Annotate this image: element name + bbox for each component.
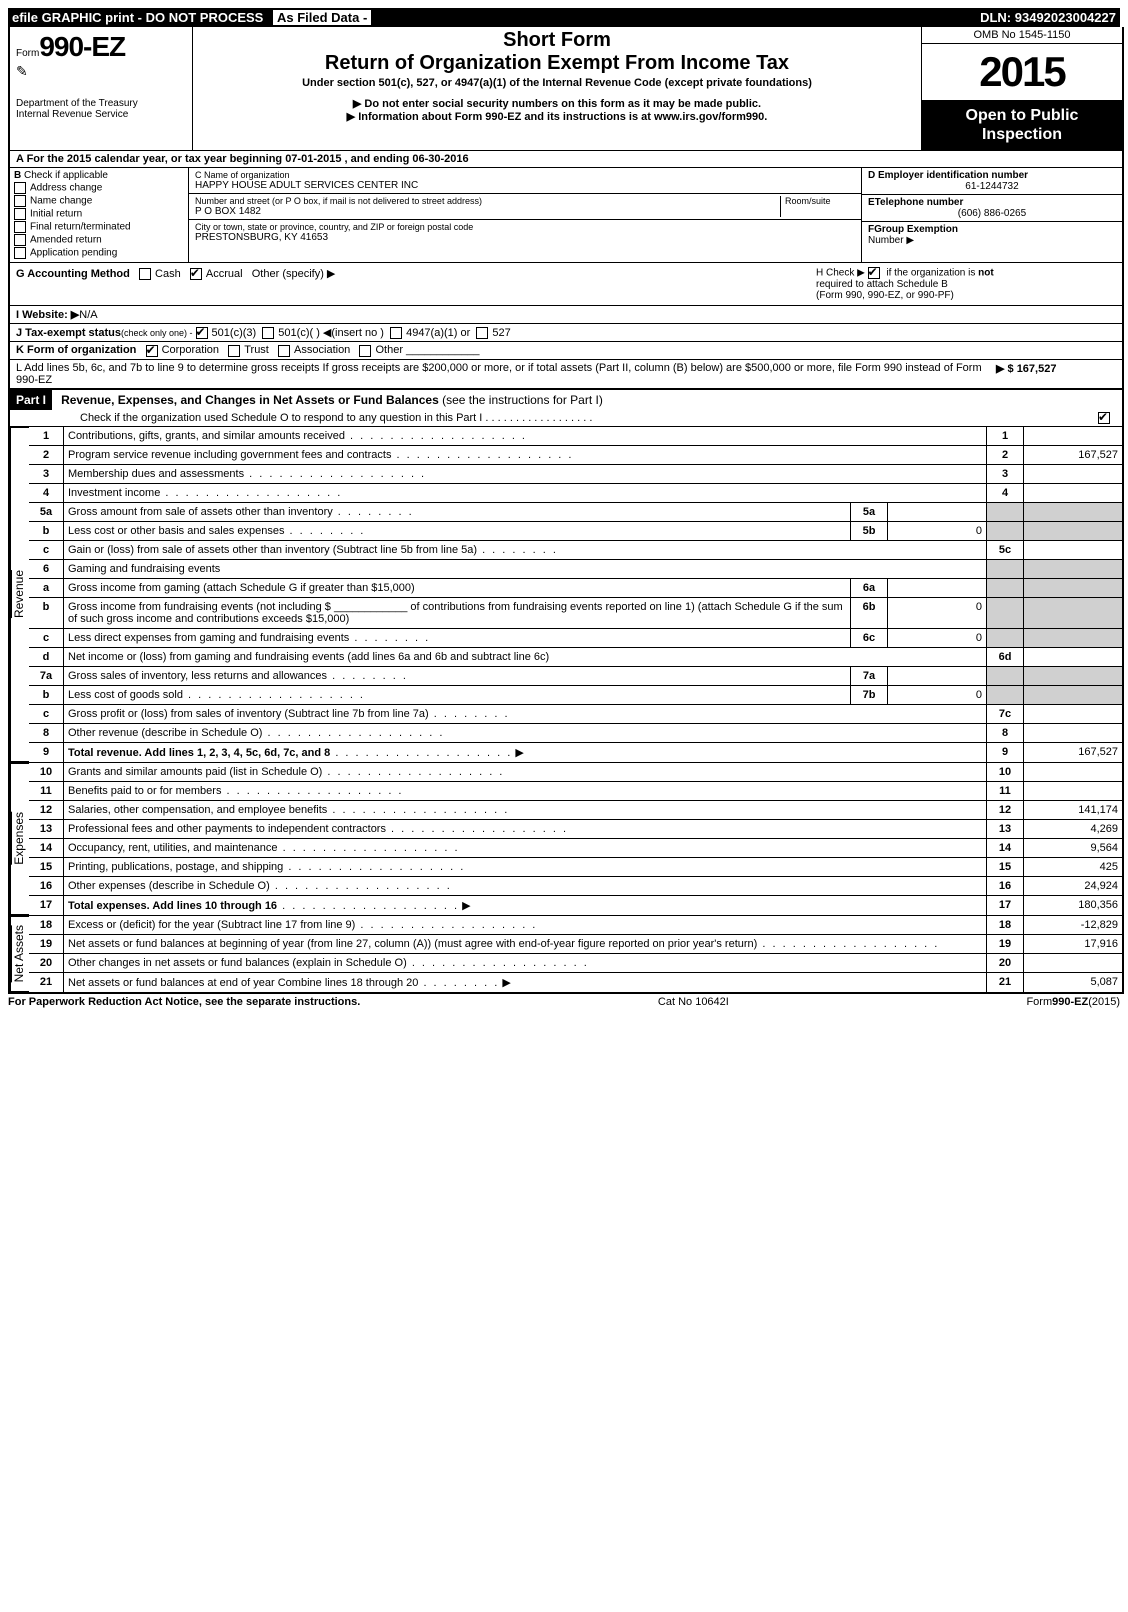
section-def: D Employer identification number 61-1244… — [861, 168, 1122, 262]
phone: (606) 886-0265 — [868, 208, 1116, 219]
header-mid: Short Form Return of Organization Exempt… — [193, 27, 921, 150]
header-right: OMB No 1545-1150 2015 Open to Public Ins… — [921, 27, 1122, 150]
section-bcdef: B Check if applicable Address change Nam… — [10, 167, 1122, 262]
section-k: K Form of organization Corporation Trust… — [10, 341, 1122, 358]
section-j: J Tax-exempt status(check only one) - 50… — [10, 323, 1122, 341]
part1-header: Part I Revenue, Expenses, and Changes in… — [10, 388, 1122, 426]
revenue-section: Revenue 1Contributions, gifts, grants, a… — [10, 426, 1122, 762]
checkbox-final-return[interactable] — [14, 221, 26, 233]
section-l: L Add lines 5b, 6c, and 7b to line 9 to … — [10, 359, 1122, 388]
tax-year: 2015 — [922, 44, 1122, 100]
dln: DLN: 93492023004227 — [980, 10, 1116, 25]
checkbox-501c[interactable] — [262, 327, 274, 339]
dln-value: 93492023004227 — [1015, 10, 1116, 25]
form-prefix: Form — [16, 48, 39, 59]
checkbox-trust[interactable] — [228, 345, 240, 357]
checkbox-address-change[interactable] — [14, 182, 26, 194]
checkbox-corp[interactable] — [146, 345, 158, 357]
section-g: G Accounting Method Cash Accrual Other (… — [16, 267, 335, 301]
irs-link[interactable]: www.irs.gov/form990 — [654, 111, 764, 123]
checkbox-name-change[interactable] — [14, 195, 26, 207]
checkbox-initial-return[interactable] — [14, 208, 26, 220]
return-title: Return of Organization Exempt From Incom… — [201, 52, 913, 75]
asfiled-label: As Filed Data - — [273, 10, 371, 25]
org-name: HAPPY HOUSE ADULT SERVICES CENTER INC — [195, 180, 855, 191]
expenses-section: Expenses 10Grants and similar amounts pa… — [10, 762, 1122, 915]
checkbox-4947[interactable] — [390, 327, 402, 339]
footer: For Paperwork Reduction Act Notice, see … — [8, 994, 1120, 1008]
arrow-line-1: ▶ Do not enter social security numbers o… — [201, 97, 913, 110]
section-b: B Check if applicable Address change Nam… — [10, 168, 189, 262]
form-number: 990-EZ — [39, 31, 125, 62]
checkbox-other-org[interactable] — [359, 345, 371, 357]
gross-receipts: ▶ $ 167,527 — [996, 362, 1116, 386]
checkbox-cash[interactable] — [139, 268, 151, 280]
efile-label: efile GRAPHIC print - DO NOT PROCESS — [12, 10, 263, 25]
revenue-grid: 1Contributions, gifts, grants, and simil… — [29, 426, 1122, 762]
city: PRESTONSBURG, KY 41653 — [195, 232, 855, 243]
checkbox-schedule-o[interactable] — [1098, 412, 1110, 424]
section-h: H Check ▶ if the organization is not req… — [816, 267, 1116, 301]
checkbox-amended[interactable] — [14, 234, 26, 246]
arrow-line-2: ▶ Information about Form 990-EZ and its … — [201, 110, 913, 123]
header-left: Form990-EZ ✎ Department of the Treasury … — [10, 27, 193, 150]
checkbox-527[interactable] — [476, 327, 488, 339]
checkbox-assoc[interactable] — [278, 345, 290, 357]
checkbox-accrual[interactable] — [190, 268, 202, 280]
dept1: Department of the Treasury — [16, 98, 186, 109]
section-i: I Website: ▶N/A — [10, 305, 1122, 323]
section-gh: G Accounting Method Cash Accrual Other (… — [10, 262, 1122, 305]
open-public: Open to Public Inspection — [922, 100, 1122, 150]
expenses-grid: 10Grants and similar amounts paid (list … — [29, 762, 1122, 915]
dept2: Internal Revenue Service — [16, 109, 186, 120]
checkbox-pending[interactable] — [14, 247, 26, 259]
topbar-left: efile GRAPHIC print - DO NOT PROCESS As … — [12, 10, 377, 25]
short-form-title: Short Form — [201, 29, 913, 52]
checkbox-h[interactable] — [868, 267, 880, 279]
section-a: A For the 2015 calendar year, or tax yea… — [10, 150, 1122, 167]
ein: 61-1244732 — [868, 181, 1116, 192]
netassets-grid: 18Excess or (deficit) for the year (Subt… — [29, 915, 1122, 992]
header-row: Form990-EZ ✎ Department of the Treasury … — [10, 27, 1122, 150]
topbar: efile GRAPHIC print - DO NOT PROCESS As … — [8, 8, 1120, 27]
form-container: Form990-EZ ✎ Department of the Treasury … — [8, 27, 1124, 994]
netassets-section: Net Assets 18Excess or (deficit) for the… — [10, 915, 1122, 992]
under-section: Under section 501(c), 527, or 4947(a)(1)… — [201, 77, 913, 89]
checkbox-501c3[interactable] — [196, 327, 208, 339]
street: P O BOX 1482 — [195, 206, 780, 217]
section-c: C Name of organization HAPPY HOUSE ADULT… — [189, 168, 861, 262]
omb-number: OMB No 1545-1150 — [922, 27, 1122, 44]
dln-label: DLN: — [980, 10, 1011, 25]
